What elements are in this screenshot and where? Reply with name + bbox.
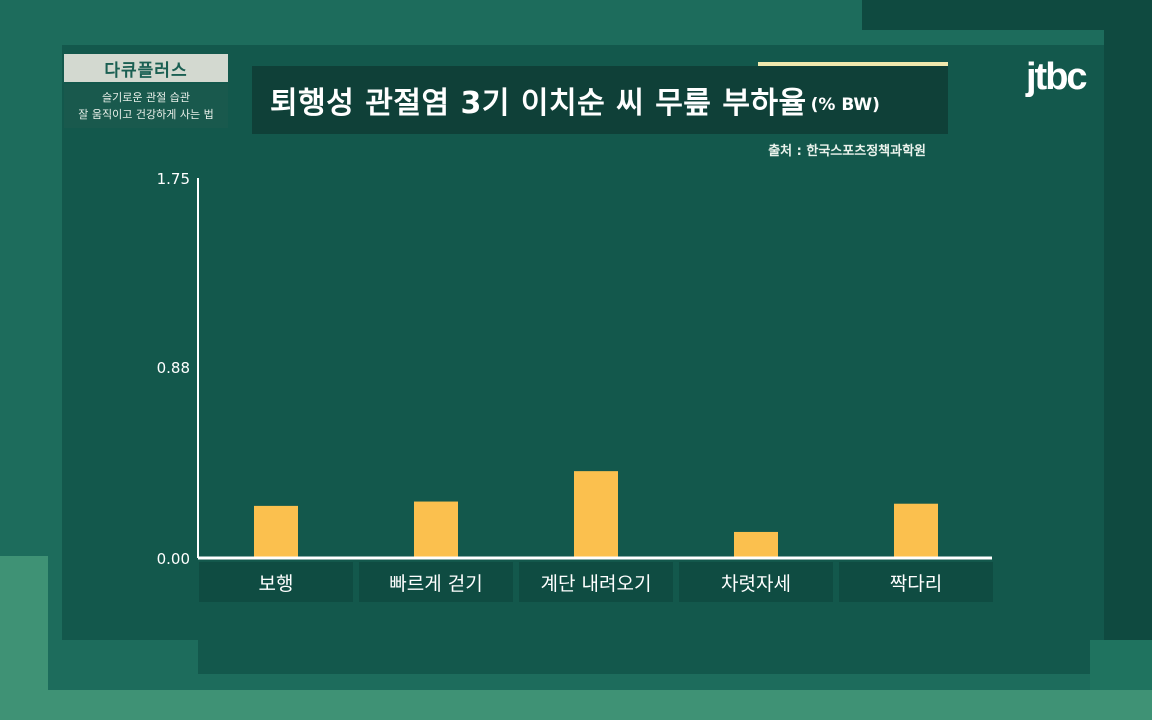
program-subtitle-line2: 잘 움직이고 건강하게 사는 법 xyxy=(78,108,214,121)
background-band-top xyxy=(862,0,1152,30)
program-badge: 다큐플러스 xyxy=(64,54,228,82)
x-tick-label: 짝다리 xyxy=(839,562,993,602)
bar xyxy=(894,503,938,558)
program-subtitle: 슬기로운 관절 습관 잘 움직이고 건강하게 사는 법 xyxy=(64,84,228,128)
title-accent-line xyxy=(758,62,948,66)
source-note: 출처 : 한국스포츠정책과학원 xyxy=(768,144,926,159)
y-tick-label: 0.88 xyxy=(157,359,190,377)
chart-unit: (% BW) xyxy=(810,95,880,115)
x-tick-label: 계단 내려오기 xyxy=(519,562,673,602)
chart-title-bar: 퇴행성 관절염 3기 이치순 씨 무릎 부하율 (% BW) xyxy=(252,66,948,134)
bar xyxy=(254,505,298,558)
x-tick-label: 빠르게 걷기 xyxy=(359,562,513,602)
program-subtitle-line1: 슬기로운 관절 습관 xyxy=(102,91,190,104)
background-band-right xyxy=(1104,28,1152,640)
bar xyxy=(414,501,458,558)
chart-title: 퇴행성 관절염 3기 이치순 씨 무릎 부하율 xyxy=(270,86,807,121)
background-band-corner xyxy=(1090,640,1152,690)
x-tick-label: 차렷자세 xyxy=(679,562,833,602)
y-tick-label: 1.75 xyxy=(157,170,190,188)
broadcaster-logo: jtbc xyxy=(1026,56,1088,98)
background-band-bottom xyxy=(0,690,1152,720)
bar xyxy=(574,471,618,558)
bar xyxy=(734,531,778,558)
y-tick-label: 0.00 xyxy=(157,550,190,568)
x-tick-label: 보행 xyxy=(199,562,353,602)
